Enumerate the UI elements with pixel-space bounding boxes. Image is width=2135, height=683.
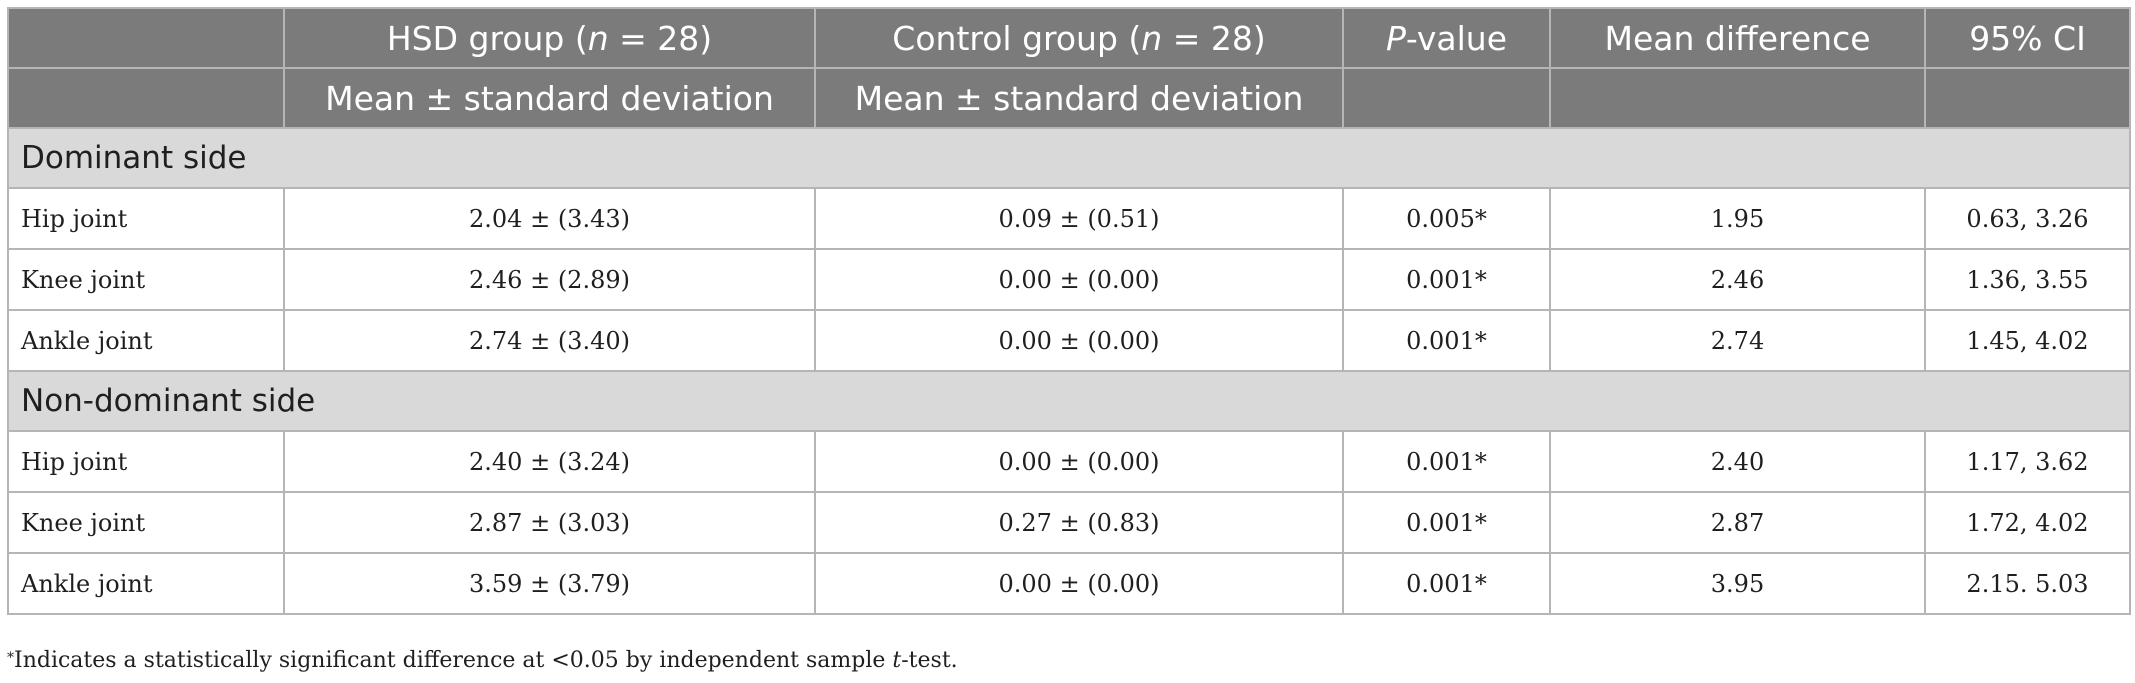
header-row-1: HSD group (n = 28) Control group (n = 28… <box>7 7 2131 69</box>
table-row: Hip joint 2.40 ± (3.24) 0.00 ± (0.00) 0.… <box>7 430 2131 493</box>
control-value: 0.09 ± (0.51) <box>814 187 1344 250</box>
subheader-empty-p <box>1342 67 1551 129</box>
ci-value: 1.17, 3.62 <box>1924 430 2131 493</box>
footnote-marker: * <box>7 650 14 666</box>
results-table: HSD group (n = 28) Control group (n = 28… <box>7 7 2131 615</box>
mean-difference: 3.95 <box>1549 552 1926 615</box>
header-row-2: Mean ± standard deviation Mean ± standar… <box>7 67 2131 129</box>
row-label: Hip joint <box>7 430 285 493</box>
ci-value: 0.63, 3.26 <box>1924 187 2131 250</box>
p-value: 0.001* <box>1342 309 1551 372</box>
hsd-value: 2.40 ± (3.24) <box>283 430 816 493</box>
header-control-group: Control group (n = 28) <box>814 7 1344 69</box>
control-n: n <box>1141 18 1163 58</box>
ci-value: 1.45, 4.02 <box>1924 309 2131 372</box>
section-row-non-dominant: Non-dominant side <box>7 370 2131 432</box>
header-ci: 95% CI <box>1924 7 2131 69</box>
control-value: 0.00 ± (0.00) <box>814 309 1344 372</box>
p-value: 0.001* <box>1342 491 1551 554</box>
header-hsd-group: HSD group (n = 28) <box>283 7 816 69</box>
ci-value: 2.15. 5.03 <box>1924 552 2131 615</box>
p-value: 0.001* <box>1342 552 1551 615</box>
subheader-hsd: Mean ± standard deviation <box>283 67 816 129</box>
control-suffix: = 28) <box>1162 18 1266 58</box>
table-row: Knee joint 2.46 ± (2.89) 0.00 ± (0.00) 0… <box>7 248 2131 311</box>
p-value: 0.001* <box>1342 430 1551 493</box>
row-label: Knee joint <box>7 248 285 311</box>
mean-difference: 2.87 <box>1549 491 1926 554</box>
table-row: Ankle joint 3.59 ± (3.79) 0.00 ± (0.00) … <box>7 552 2131 615</box>
hsd-value: 2.87 ± (3.03) <box>283 491 816 554</box>
hsd-value: 2.04 ± (3.43) <box>283 187 816 250</box>
header-p-value: P-value <box>1342 7 1551 69</box>
p-suffix: -value <box>1405 18 1508 58</box>
table-row: Knee joint 2.87 ± (3.03) 0.27 ± (0.83) 0… <box>7 491 2131 554</box>
control-value: 0.00 ± (0.00) <box>814 248 1344 311</box>
table-row: Ankle joint 2.74 ± (3.40) 0.00 ± (0.00) … <box>7 309 2131 372</box>
control-prefix: Control group ( <box>892 18 1142 58</box>
header-mean-difference: Mean difference <box>1549 7 1926 69</box>
footnote-t-italic: t <box>892 648 902 673</box>
header-empty-cell <box>7 7 285 69</box>
p-value: 0.005* <box>1342 187 1551 250</box>
p-italic: P <box>1385 18 1406 58</box>
p-value: 0.001* <box>1342 248 1551 311</box>
mean-difference: 1.95 <box>1549 187 1926 250</box>
row-label: Knee joint <box>7 491 285 554</box>
subheader-empty-md <box>1549 67 1926 129</box>
hsd-value: 2.74 ± (3.40) <box>283 309 816 372</box>
row-label: Ankle joint <box>7 552 285 615</box>
mean-difference: 2.74 <box>1549 309 1926 372</box>
footnote-text-before: Indicates a statistically significant di… <box>14 648 893 673</box>
footnote-text-after: -test. <box>901 648 958 673</box>
table-footnote: *Indicates a statistically significant d… <box>7 648 958 673</box>
section-title: Non-dominant side <box>7 370 2131 432</box>
row-label: Ankle joint <box>7 309 285 372</box>
mean-difference: 2.46 <box>1549 248 1926 311</box>
ci-value: 1.36, 3.55 <box>1924 248 2131 311</box>
control-value: 0.00 ± (0.00) <box>814 552 1344 615</box>
subheader-empty-ci <box>1924 67 2131 129</box>
ci-value: 1.72, 4.02 <box>1924 491 2131 554</box>
subheader-empty <box>7 67 285 129</box>
row-label: Hip joint <box>7 187 285 250</box>
table-row: Hip joint 2.04 ± (3.43) 0.09 ± (0.51) 0.… <box>7 187 2131 250</box>
section-row-dominant: Dominant side <box>7 127 2131 189</box>
hsd-suffix: = 28) <box>608 18 713 58</box>
hsd-value: 3.59 ± (3.79) <box>283 552 816 615</box>
mean-difference: 2.40 <box>1549 430 1926 493</box>
subheader-control: Mean ± standard deviation <box>814 67 1344 129</box>
hsd-prefix: HSD group ( <box>386 18 588 58</box>
hsd-value: 2.46 ± (2.89) <box>283 248 816 311</box>
control-value: 0.00 ± (0.00) <box>814 430 1344 493</box>
hsd-n: n <box>587 18 609 58</box>
control-value: 0.27 ± (0.83) <box>814 491 1344 554</box>
section-title: Dominant side <box>7 127 2131 189</box>
